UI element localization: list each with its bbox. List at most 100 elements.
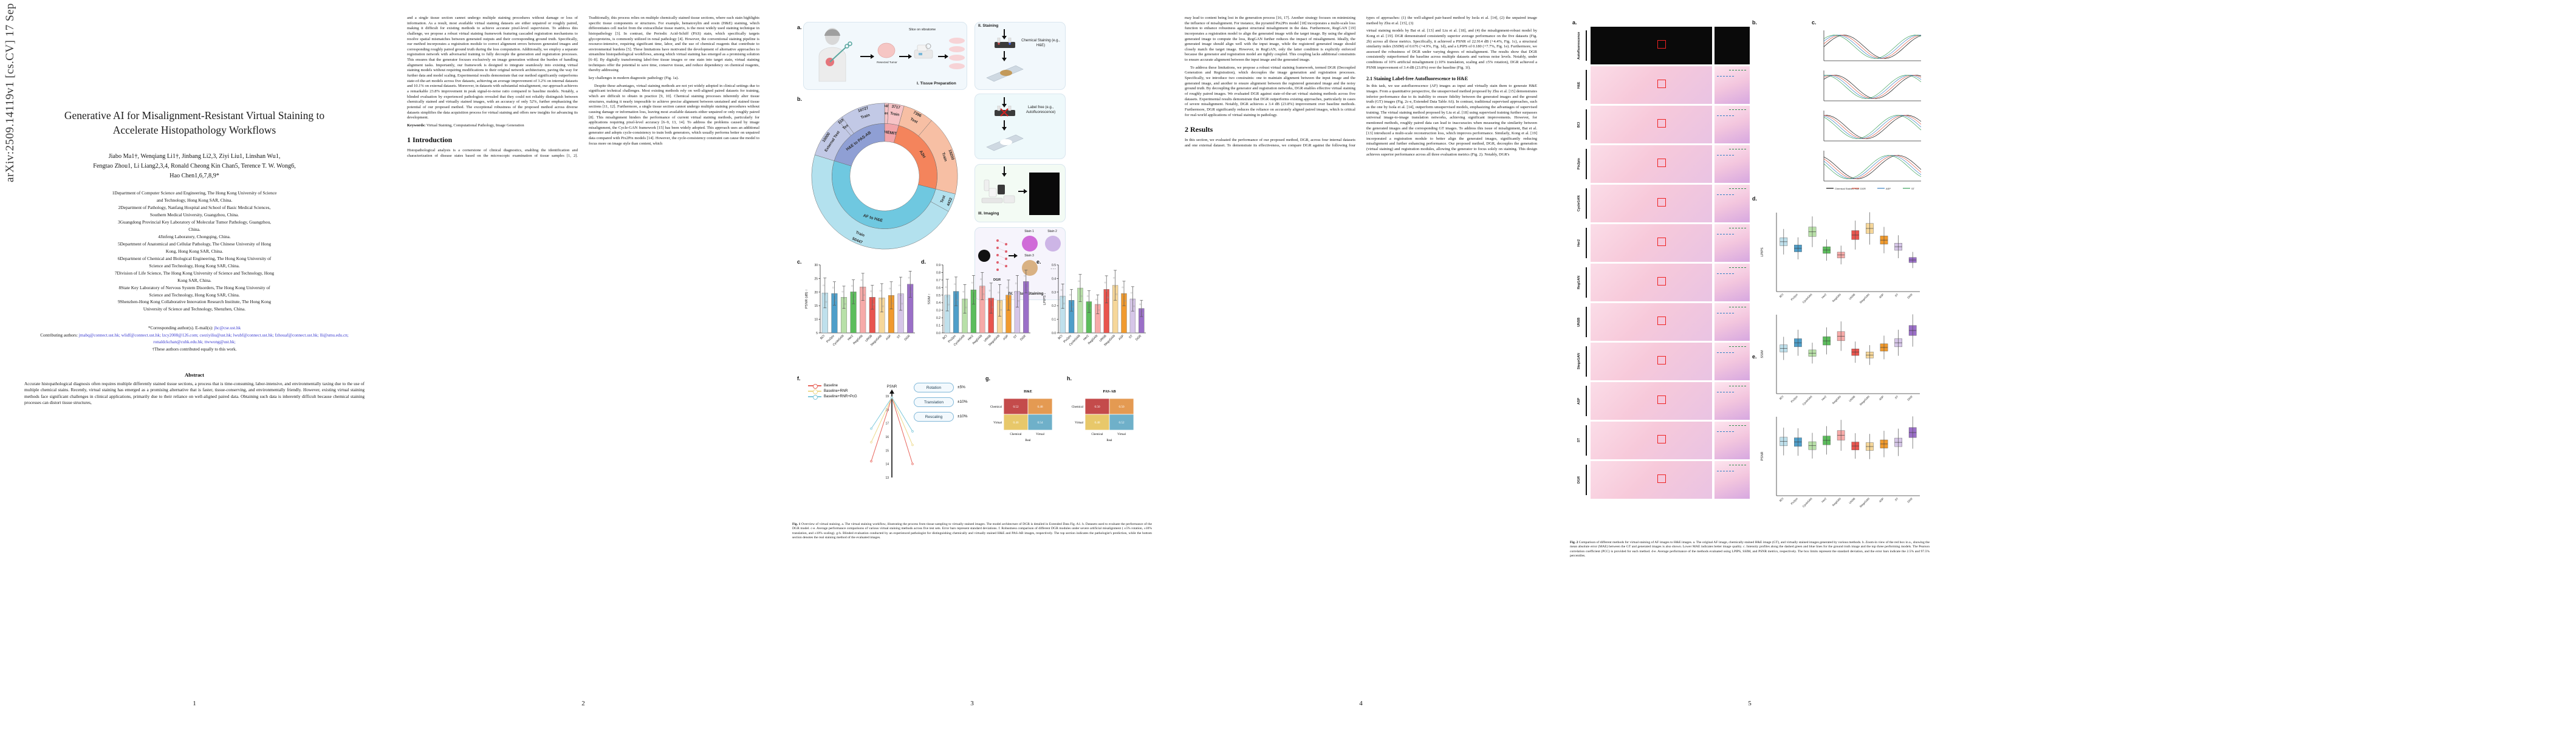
micrograph-row-label: UNSB	[1577, 317, 1581, 327]
roi-box	[1657, 40, 1666, 49]
y-tick-label: 20	[814, 291, 818, 295]
y-tick-label: 15	[814, 304, 818, 308]
x-tick-label: UNSB	[1848, 293, 1855, 300]
panel-label-g: g.	[985, 375, 990, 382]
profile-line-blue	[1717, 115, 1734, 116]
roi-box	[1657, 474, 1666, 483]
row-bracket	[1586, 228, 1587, 258]
patient-illustration	[818, 28, 852, 82]
x-tick-label: RegGAN	[1832, 293, 1841, 303]
micrograph-zoom-view	[1714, 185, 1750, 222]
matrix-cell	[1084, 398, 1110, 415]
panel-label-c: c.	[797, 259, 802, 265]
y-tick-label: 0.2	[936, 317, 940, 320]
corresponding-email[interactable]: jhc@cse.ust.hk	[214, 326, 241, 331]
x-tick-label: ST	[1894, 293, 1899, 298]
y-tick-label: 5	[816, 332, 818, 335]
arrow-icon	[860, 54, 874, 59]
profile-line-green	[1729, 109, 1746, 110]
matrix-axis-label: Real	[1025, 439, 1031, 442]
row-bracket	[1586, 425, 1587, 456]
micrograph-full-view	[1591, 27, 1712, 64]
micrograph-row-label: ST	[1577, 438, 1581, 443]
x-tick-label: Pix2pix	[1790, 395, 1799, 403]
donut-dataset-label: HEMIT	[884, 130, 897, 136]
figure-1-label: Fig. 1	[792, 522, 801, 526]
legend-label: Baseline+RNR+PcG	[824, 395, 857, 399]
page-5: a. b. c. d. e. Autofluorescence H&E BCI Pix…	[1555, 0, 1944, 717]
intro-paragraph-1: Histopathological analysis is a cornerst…	[407, 16, 759, 159]
micrograph-row-label: StegoGAN	[1577, 353, 1581, 370]
matrix-cell	[1109, 398, 1134, 415]
tissue-slices-illustration	[949, 38, 965, 69]
affiliation-line: China.	[188, 226, 200, 232]
micrograph-zoom-view	[1714, 145, 1750, 183]
y-tick-label: 13	[885, 476, 889, 480]
legend-label: Chemical Stained H&E	[1835, 187, 1860, 190]
x-tick-label: BCI	[1779, 497, 1784, 502]
affiliation-line: 4Jinfeng Laboratory, Chongqing, China.	[158, 233, 231, 239]
row-bracket	[1586, 386, 1587, 416]
micrograph-zoom-view	[1714, 343, 1750, 380]
affiliation-line: Kong SAR, China.	[177, 277, 211, 283]
panel-label-b: b.	[1752, 19, 1757, 26]
matrix-cell-value: 0.50	[1118, 405, 1124, 409]
stain-1-thumbnail	[1022, 236, 1038, 252]
panel-label-d: d.	[1752, 196, 1757, 202]
micrograph-full-view	[1591, 145, 1712, 183]
matrix-col-label: Virtual	[1117, 433, 1126, 436]
row-bracket	[1586, 465, 1587, 495]
micrograph-zoom-view	[1714, 66, 1750, 104]
legend-label: DGR	[1860, 187, 1866, 190]
x-tick-label: UNSB	[1848, 395, 1855, 402]
intensity-series-line	[1823, 75, 1922, 99]
vibratome-illustration	[914, 43, 933, 59]
profile-line-blue	[1717, 155, 1734, 156]
x-tick-label: StegoGAN	[1859, 293, 1870, 304]
page-2: and a single tissue section cannot under…	[389, 0, 778, 717]
y-tick-label: 25	[814, 277, 818, 281]
intensity-series-line	[1823, 75, 1922, 99]
matrix-axis-label: Real	[1106, 439, 1112, 442]
y-tick-label: 0.0	[936, 332, 940, 335]
y-axis-label: SSIM	[1761, 350, 1764, 358]
arrow-icon	[1018, 189, 1027, 194]
intensity-series-line	[1823, 155, 1922, 179]
affiliation-line: Science and Technology, Hong Kong SAR, C…	[149, 262, 240, 269]
micrograph-row-label: Her2	[1577, 239, 1581, 247]
keywords-label: Keywords:	[407, 123, 426, 128]
intensity-series-line	[1823, 115, 1922, 139]
micrograph-row-label: RegGAN	[1577, 275, 1581, 290]
micrograph-zoom-view	[1714, 422, 1750, 459]
figure-1: a. Resected Tumor Slice on vibratome	[792, 13, 1152, 518]
contributing-emails[interactable]: jmabq@connect.ust.hk; wlidf@connect.ust.…	[78, 332, 349, 345]
x-tick-label: UNSB	[1848, 497, 1855, 504]
slide-illustration	[986, 134, 1024, 151]
page-1: arXiv:2509.14119v1 [cs.CV] 17 Sep 2025 G…	[0, 0, 389, 717]
x-tick-label: ST	[1128, 334, 1134, 340]
confusion-matrix-he: H&E 0.52 0.48 0.46 0.54 Chemical Virtual Chemic…	[988, 385, 1061, 476]
panel-label-c: c.	[1812, 19, 1817, 26]
intensity-series-line	[1823, 115, 1922, 139]
y-axis-label: LPIPS ↓	[1043, 293, 1047, 305]
panel-label-e: e.	[1752, 354, 1757, 360]
figure-2-label: Fig. 2	[1570, 541, 1578, 544]
affiliation-line: 5Department of Anatomical and Cellular P…	[117, 241, 272, 247]
profile-line-blue	[1717, 76, 1734, 77]
x-tick-label: CycleGAN	[1802, 293, 1813, 304]
slide-illustration	[986, 65, 1024, 82]
affiliation-line: Southern Medical University, Guangzhou, …	[149, 211, 239, 217]
pipette-rack-icon	[995, 38, 1015, 48]
intensity-series-line	[1823, 155, 1922, 179]
x-tick-label: Her2	[847, 334, 854, 341]
matrix-cell-value: 0.48	[1094, 421, 1100, 425]
x-tick-label: BCI	[820, 334, 826, 340]
micrograph-row-label: Pix2pix	[1577, 158, 1581, 170]
autofluorescence-thumbnail	[1029, 173, 1060, 215]
x-tick-label: ST	[1894, 497, 1899, 502]
intensity-series-line	[1823, 115, 1922, 139]
y-tick-label: 0.8	[936, 271, 940, 275]
figure-1-caption-text: Overview of virtual staining. a. The vir…	[792, 522, 1152, 539]
stain-3-thumbnail	[1022, 260, 1038, 276]
micrograph-full-view	[1591, 66, 1712, 104]
